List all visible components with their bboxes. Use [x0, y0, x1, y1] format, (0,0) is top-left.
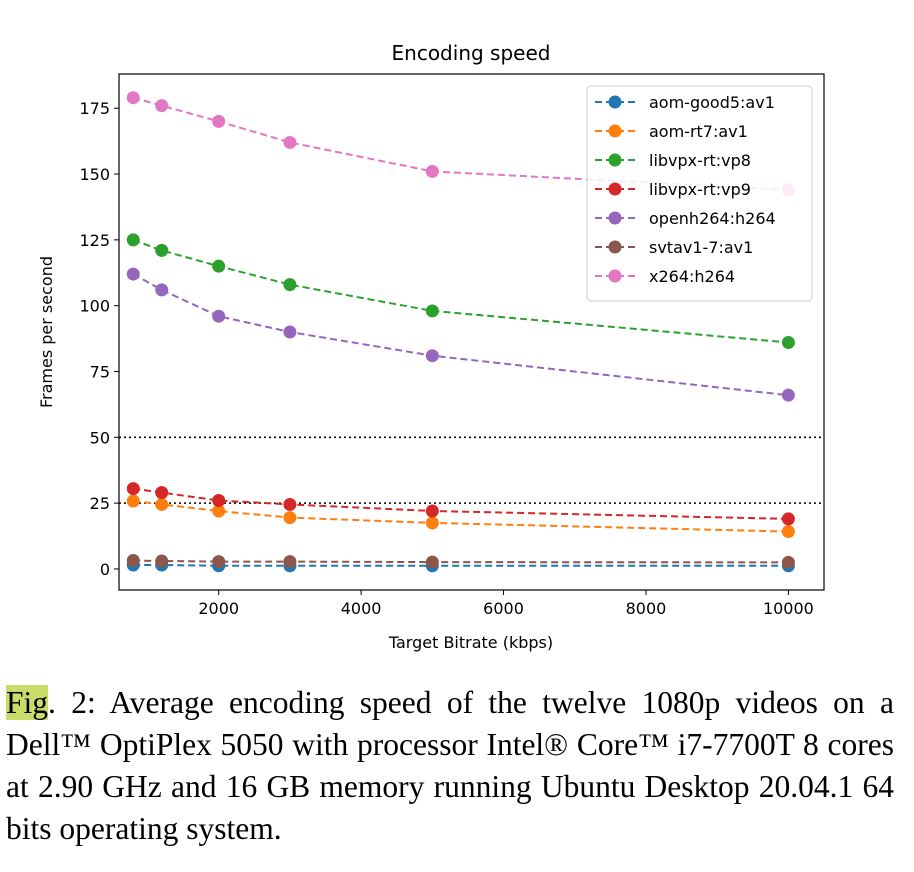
legend-box	[586, 85, 813, 302]
data-point-x264:h264	[155, 99, 169, 113]
data-point-libvpx-rt:vp9	[155, 486, 169, 500]
data-point-libvpx-rt:vp8	[425, 304, 439, 318]
data-point-openh264:h264	[126, 267, 140, 281]
y-tick-label: 0	[100, 560, 110, 579]
y-tick-label: 125	[79, 231, 110, 250]
x-tick-label: 4000	[341, 599, 382, 618]
data-point-openh264:h264	[425, 349, 439, 363]
plot-area-frame	[118, 73, 825, 591]
legend-swatch-marker	[608, 240, 622, 254]
data-point-svtav1-7:av1	[155, 554, 169, 568]
data-point-libvpx-rt:vp9	[283, 497, 297, 511]
series-line-aom-rt7:av1	[133, 500, 789, 533]
legend-swatch-marker	[608, 269, 622, 283]
data-point-libvpx-rt:vp8	[781, 336, 795, 350]
data-point-svtav1-7:av1	[425, 555, 439, 569]
data-point-x264:h264	[425, 164, 439, 178]
x-axis-label: Target Bitrate (kbps)	[388, 633, 553, 652]
data-point-svtav1-7:av1	[126, 554, 140, 568]
legend: aom-good5:av1 aom-rt7:av1 libvpx-rt:vp8 lib…	[586, 85, 813, 302]
y-tick-label: 50	[90, 428, 110, 447]
y-tick-label: 25	[90, 494, 110, 513]
data-point-libvpx-rt:vp9	[781, 512, 795, 526]
data-point-aom-rt7:av1	[212, 504, 226, 518]
legend-label: libvpx-rt:vp8	[649, 151, 751, 170]
data-point-openh264:h264	[155, 283, 169, 297]
data-point-x264:h264	[212, 114, 226, 128]
legend-label: libvpx-rt:vp9	[649, 180, 751, 199]
legend-swatch-marker	[608, 124, 622, 138]
y-axis-label: Frames per second	[37, 256, 56, 408]
series-line-aom-good5:av1	[133, 564, 789, 567]
legend-label: aom-good5:av1	[649, 93, 775, 112]
data-point-libvpx-rt:vp9	[126, 482, 140, 496]
x-tick-label: 6000	[483, 599, 524, 618]
data-point-libvpx-rt:vp9	[212, 493, 226, 507]
x-tick-label: 10000	[763, 599, 814, 618]
caption-fig-highlight: Fig	[6, 685, 49, 720]
data-point-aom-rt7:av1	[781, 525, 795, 539]
x-tick-label: 8000	[626, 599, 667, 618]
data-point-libvpx-rt:vp8	[126, 233, 140, 247]
legend-swatch-marker	[608, 95, 622, 109]
legend-swatch-marker	[608, 211, 622, 225]
series-line-svtav1-7:av1	[133, 559, 789, 564]
data-point-libvpx-rt:vp8	[212, 259, 226, 273]
data-point-svtav1-7:av1	[212, 555, 226, 569]
data-point-libvpx-rt:vp9	[425, 504, 439, 518]
data-point-svtav1-7:av1	[283, 555, 297, 569]
y-tick-label: 150	[79, 165, 110, 184]
legend-swatch-marker	[608, 182, 622, 196]
y-tick-label: 75	[90, 362, 110, 381]
data-point-aom-rt7:av1	[126, 494, 140, 508]
data-point-aom-rt7:av1	[425, 516, 439, 530]
legend-label: openh264:h264	[649, 209, 776, 228]
data-point-libvpx-rt:vp8	[155, 243, 169, 257]
data-point-openh264:h264	[781, 388, 795, 402]
legend-swatch-marker	[608, 153, 622, 167]
chart-title: Encoding speed	[392, 41, 551, 65]
figure-caption: Fig. 2: Average encoding speed of the tw…	[6, 682, 894, 850]
data-point-libvpx-rt:vp8	[283, 278, 297, 292]
data-point-openh264:h264	[283, 325, 297, 339]
legend-label: aom-rt7:av1	[649, 122, 748, 141]
x-tick-label: 2000	[198, 599, 239, 618]
encoding-speed-chart: 2000 4000 6000 8000 10000 0 25 50 75 100 125 150 175…	[37, 41, 825, 652]
data-point-svtav1-7:av1	[781, 555, 795, 569]
y-tick-label: 100	[79, 297, 110, 316]
caption-text: . 2: Average encoding speed of the twelv…	[6, 685, 894, 846]
data-point-aom-rt7:av1	[283, 511, 297, 525]
legend-label: svtav1-7:av1	[649, 238, 753, 257]
data-point-x264:h264	[283, 135, 297, 149]
legend-label: x264:h264	[649, 267, 735, 286]
data-point-aom-rt7:av1	[155, 497, 169, 511]
y-tick-label: 175	[79, 99, 110, 118]
data-point-openh264:h264	[212, 309, 226, 323]
data-point-x264:h264	[126, 91, 140, 105]
